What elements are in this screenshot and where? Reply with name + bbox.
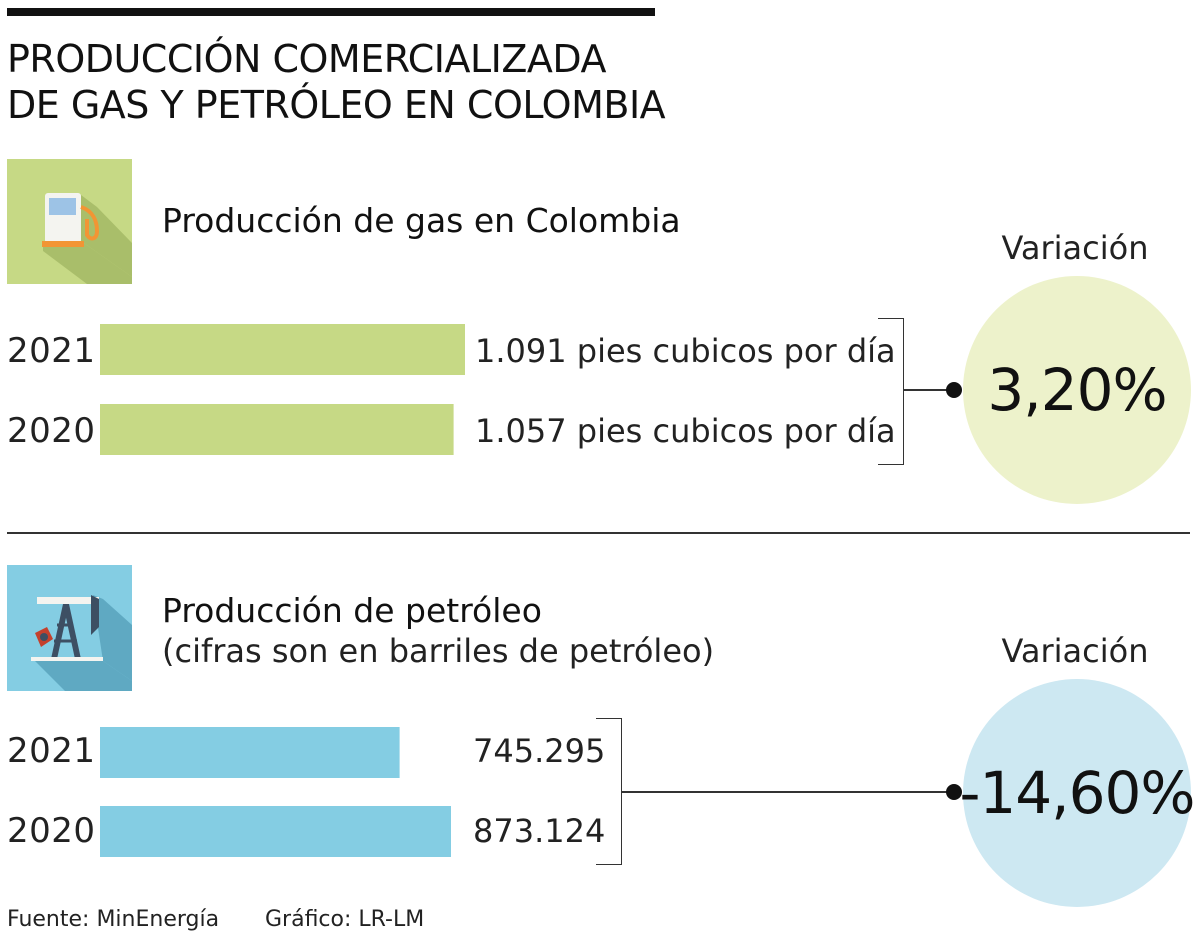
gas-bracket (878, 318, 904, 465)
oil-value-label: 745.295 (473, 732, 606, 770)
oil-connector-dot (946, 784, 962, 800)
oil-variation-circle: -14,60% (959, 679, 1196, 907)
oil-year-label: 2021 (7, 731, 96, 771)
gas-connector-line (904, 389, 954, 391)
oil-connector-line (622, 791, 954, 793)
oil-bar-2021 (100, 727, 400, 778)
gas-year-label: 2020 (7, 411, 96, 451)
footer-credit: Gráfico: LR-LM (265, 907, 425, 932)
page-title: PRODUCCIÓN COMERCIALIZADA DE GAS Y PETRÓ… (7, 36, 707, 128)
gas-bar-2020 (100, 404, 454, 455)
oil-variation-value: -14,60% (959, 759, 1195, 827)
gas-section-title: Producción de gas en Colombia (162, 201, 681, 240)
oil-year-label: 2020 (7, 811, 96, 851)
footer-source: Fuente: MinEnergía (7, 907, 220, 932)
oil-bracket (596, 718, 622, 865)
gas-pump-icon (7, 159, 132, 284)
oil-bar-2020 (100, 806, 451, 857)
oil-section-subtitle: (cifras son en barriles de petróleo) (162, 632, 715, 670)
oil-section-title: Producción de petróleo (162, 591, 542, 630)
top-rule (7, 8, 655, 16)
gas-bar-2021 (100, 324, 465, 375)
gas-variation-label: Variación (1001, 229, 1149, 267)
section-divider (7, 532, 1190, 534)
gas-variation-circle: 3,20% (963, 276, 1191, 504)
title-line-1: PRODUCCIÓN COMERCIALIZADA (7, 37, 606, 81)
gas-value-label: 1.057 pies cubicos por día (475, 412, 896, 450)
oil-variation-label: Variación (1001, 632, 1149, 670)
gas-year-label: 2021 (7, 331, 96, 371)
title-line-2: DE GAS Y PETRÓLEO EN COLOMBIA (7, 83, 666, 127)
oil-pumpjack-icon (7, 565, 132, 691)
gas-variation-value: 3,20% (987, 356, 1167, 424)
oil-value-label: 873.124 (473, 812, 606, 850)
gas-connector-dot (946, 382, 962, 398)
gas-value-label: 1.091 pies cubicos por día (475, 332, 896, 370)
